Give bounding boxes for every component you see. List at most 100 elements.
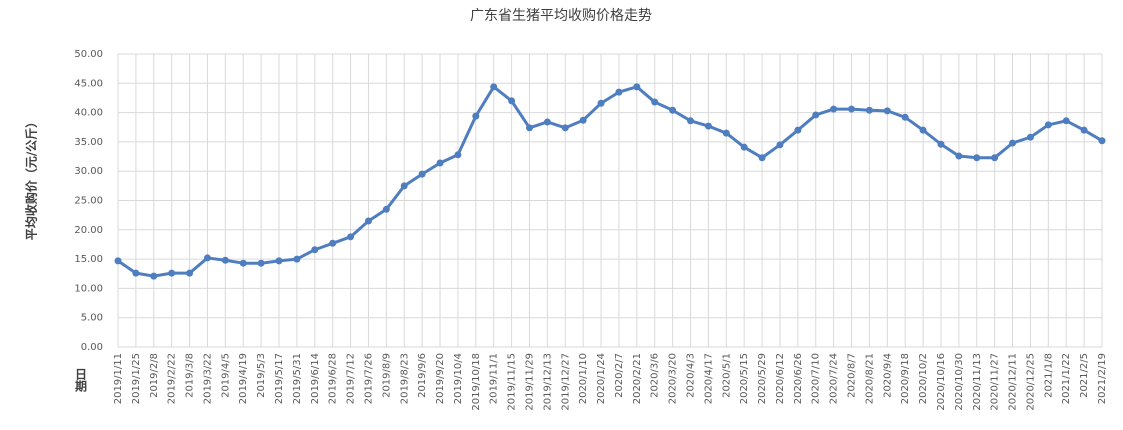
y-tick-label: 45.00 bbox=[74, 78, 103, 89]
data-point bbox=[257, 259, 265, 267]
x-tick-label: 2019/11/29 bbox=[524, 353, 535, 411]
x-tick-label: 2020/5/15 bbox=[739, 353, 750, 404]
x-tick-label: 2021/2/19 bbox=[1097, 353, 1108, 404]
x-tick-label: 2019/8/23 bbox=[399, 353, 410, 404]
x-tick-label: 2019/2/8 bbox=[149, 353, 160, 398]
x-tick-label: 2021/2/5 bbox=[1079, 353, 1090, 398]
x-tick-label: 2020/2/7 bbox=[614, 353, 625, 398]
data-point bbox=[203, 254, 211, 262]
data-point bbox=[1098, 137, 1106, 145]
x-tick-label: 2020/5/29 bbox=[757, 353, 768, 404]
x-tick-label: 2019/6/14 bbox=[310, 353, 321, 404]
data-point bbox=[1009, 139, 1017, 147]
data-point bbox=[991, 154, 999, 162]
data-point bbox=[525, 124, 533, 132]
data-point bbox=[740, 143, 748, 151]
x-tick-label: 2019/10/4 bbox=[453, 353, 464, 404]
x-tick-label: 2019/2/22 bbox=[167, 353, 178, 404]
x-tick-label: 2020/11/27 bbox=[990, 353, 1001, 411]
data-point bbox=[382, 205, 390, 213]
data-point bbox=[883, 107, 891, 115]
data-point bbox=[633, 83, 641, 91]
data-point bbox=[508, 97, 516, 105]
data-point bbox=[579, 116, 587, 124]
x-tick-label: 2020/2/21 bbox=[632, 353, 643, 404]
y-tick-label: 10.00 bbox=[74, 283, 103, 294]
data-point bbox=[1026, 133, 1034, 141]
x-tick-label: 2020/5/1 bbox=[721, 353, 732, 398]
data-point bbox=[168, 269, 176, 277]
data-point bbox=[669, 106, 677, 114]
x-tick-label: 2019/10/18 bbox=[471, 353, 482, 411]
x-tick-label: 2020/4/3 bbox=[686, 353, 697, 398]
data-point bbox=[1044, 121, 1052, 129]
x-tick-label: 2019/1/11 bbox=[113, 353, 124, 404]
x-tick-label: 2019/7/12 bbox=[346, 353, 357, 404]
x-tick-label: 2019/7/26 bbox=[363, 353, 374, 404]
x-tick-label: 2020/8/21 bbox=[864, 353, 875, 404]
x-tick-label: 2020/7/10 bbox=[811, 353, 822, 404]
x-tick-label: 2019/8/9 bbox=[381, 353, 392, 398]
data-point bbox=[472, 112, 480, 120]
x-tick-label: 2019/1/25 bbox=[131, 353, 142, 404]
data-point bbox=[150, 272, 158, 280]
data-point bbox=[490, 83, 498, 91]
x-axis-title: 日期 bbox=[74, 368, 88, 393]
y-tick-label: 25.00 bbox=[74, 196, 103, 207]
data-point bbox=[275, 257, 283, 265]
data-point bbox=[830, 105, 838, 113]
x-tick-label: 2019/11/15 bbox=[507, 353, 518, 411]
y-tick-label: 40.00 bbox=[74, 108, 103, 119]
x-tick-label: 2020/12/11 bbox=[1008, 353, 1019, 411]
data-point bbox=[901, 113, 909, 121]
x-tick-label: 2020/12/25 bbox=[1025, 353, 1036, 411]
x-tick-label: 2020/10/30 bbox=[954, 353, 965, 411]
series-line bbox=[117, 85, 1103, 278]
x-tick-label: 2019/9/20 bbox=[435, 353, 446, 404]
y-tick-label: 35.00 bbox=[74, 137, 103, 148]
x-tick-label: 2020/10/2 bbox=[918, 353, 929, 404]
data-point bbox=[132, 269, 140, 277]
x-tick-label: 2020/9/18 bbox=[900, 353, 911, 404]
y-tick-label: 15.00 bbox=[74, 254, 103, 265]
data-point bbox=[937, 140, 945, 148]
x-tick-label: 2020/6/12 bbox=[775, 353, 786, 404]
x-tick-label: 2020/3/6 bbox=[650, 353, 661, 398]
data-point bbox=[615, 88, 623, 96]
data-point bbox=[973, 154, 981, 162]
data-point bbox=[776, 141, 784, 149]
x-tick-label: 2019/5/31 bbox=[292, 353, 303, 404]
x-tick-label: 2020/4/17 bbox=[703, 353, 714, 404]
x-tick-label: 2019/11/1 bbox=[489, 353, 500, 404]
data-point bbox=[239, 259, 247, 267]
data-point bbox=[919, 126, 927, 134]
data-point bbox=[311, 246, 319, 254]
data-point bbox=[651, 98, 659, 106]
y-tick-label: 0.00 bbox=[81, 342, 103, 353]
x-tick-label: 2019/12/13 bbox=[542, 353, 553, 411]
data-point bbox=[1080, 126, 1088, 134]
data-point bbox=[848, 105, 856, 113]
data-point bbox=[347, 233, 355, 241]
x-tick-label: 2019/9/6 bbox=[417, 353, 428, 398]
data-point bbox=[221, 256, 229, 264]
data-point bbox=[418, 170, 426, 178]
data-point bbox=[186, 269, 194, 277]
data-point bbox=[704, 122, 712, 130]
x-tick-label: 2020/8/7 bbox=[847, 353, 858, 398]
data-point bbox=[758, 154, 766, 162]
chart-title: 广东省生猪平均收购价格走势 bbox=[470, 8, 652, 24]
x-tick-label: 2020/7/24 bbox=[829, 353, 840, 404]
data-point bbox=[114, 257, 122, 265]
data-point bbox=[687, 117, 695, 125]
x-tick-label: 2021/1/8 bbox=[1043, 353, 1054, 398]
x-tick-label: 2019/5/17 bbox=[274, 353, 285, 404]
data-point bbox=[722, 129, 730, 137]
data-point bbox=[955, 152, 963, 160]
data-point bbox=[364, 217, 372, 225]
data-point bbox=[597, 99, 605, 107]
y-tick-label: 20.00 bbox=[74, 225, 103, 236]
data-point bbox=[293, 255, 301, 263]
x-tick-label: 2020/9/4 bbox=[882, 353, 893, 398]
